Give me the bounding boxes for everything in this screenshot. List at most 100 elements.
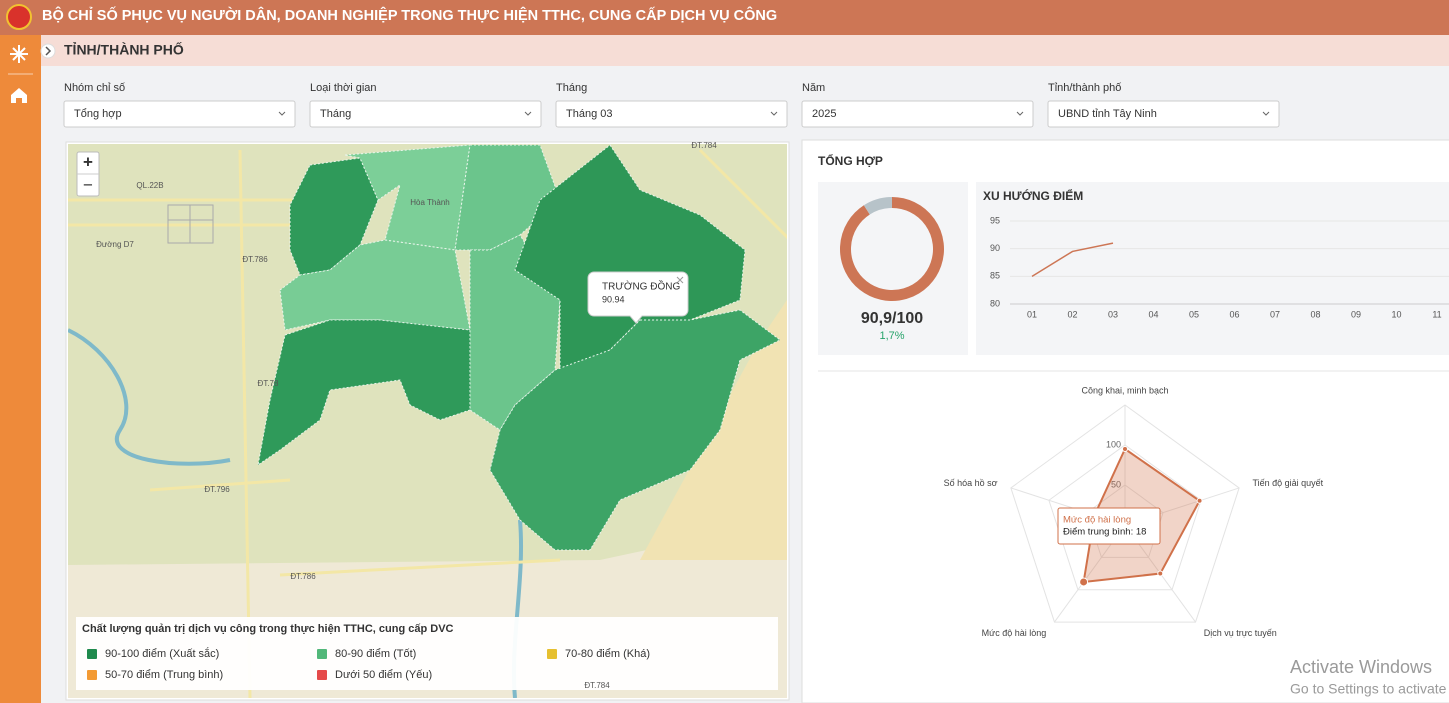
page-title: TỈNH/THÀNH PHỐ	[64, 41, 184, 58]
x-tick-label: 06	[1229, 309, 1239, 319]
watermark-subtitle: Go to Settings to activate Windows.	[1290, 681, 1449, 697]
radar-tick-label: 100	[1106, 439, 1121, 449]
x-tick-label: 11	[1432, 309, 1441, 319]
place-label: QL.22B	[136, 181, 163, 190]
filter-select[interactable]	[63, 100, 296, 128]
x-tick-label: 08	[1310, 309, 1320, 319]
legend-label: 90-100 điểm (Xuất sắc)	[105, 647, 219, 660]
x-tick-label: 02	[1067, 309, 1077, 319]
road-grid	[167, 204, 214, 244]
trend-chart: 80 85 90 95 01 02 03 04 05 06 07 08 09 10 11	[990, 215, 1449, 319]
district[interactable]	[344, 144, 471, 251]
filter-value: Tháng	[320, 108, 351, 120]
radar-ring	[1048, 444, 1202, 591]
sidebar-menu-icon[interactable]	[10, 45, 28, 63]
score-change: 1,7%	[879, 330, 904, 342]
filter-select[interactable]	[1047, 100, 1280, 128]
radar-axis-label: Số hóa hồ sơ	[944, 478, 998, 488]
radar-ring	[1010, 404, 1240, 623]
legend-swatch	[317, 649, 327, 659]
tooltip-box	[587, 271, 689, 324]
score-label: 90,9/100	[861, 310, 923, 327]
y-tick-label: 80	[990, 298, 1000, 308]
x-tick-label: 10	[1391, 309, 1401, 319]
district[interactable]	[279, 239, 471, 331]
filter-label: Loại thời gian	[310, 82, 377, 94]
filter-select[interactable]	[309, 100, 542, 128]
district[interactable]	[257, 319, 471, 467]
place-label: ĐT.78	[258, 379, 279, 388]
radar-point[interactable]	[1157, 570, 1164, 577]
filter-label: Năm	[802, 82, 825, 94]
header-title: BỘ CHỈ SỐ PHỤC VỤ NGƯỜI DÂN, DOANH NGHIỆ…	[42, 6, 777, 24]
zoom-out[interactable]: −	[83, 175, 93, 194]
radar-point[interactable]	[1196, 497, 1203, 504]
dropdown-arrow	[278, 111, 286, 116]
place-label: ĐT.786	[242, 255, 268, 264]
legend-label: 80-90 điểm (Tốt)	[335, 648, 416, 660]
filter-select[interactable]	[555, 100, 788, 128]
place-label: ĐT.796	[204, 485, 230, 494]
filter-value: Tổng hợp	[74, 108, 122, 120]
x-tick-label: 01	[1027, 309, 1037, 319]
y-tick-label: 85	[990, 271, 1000, 281]
legend-swatch	[547, 649, 557, 659]
filter-value: Tháng 03	[566, 108, 612, 120]
legend-swatch	[87, 649, 97, 659]
place-label: ĐT.784	[584, 681, 610, 690]
place-label: Hòa Thành	[410, 198, 449, 207]
trend-line	[1031, 242, 1114, 277]
place-label: ĐT.786	[290, 572, 316, 581]
district[interactable]	[489, 309, 781, 551]
trend-title: XU HƯỚNG ĐIỂM	[983, 188, 1083, 203]
legend-swatch	[317, 670, 327, 680]
dropdown-arrow	[1016, 111, 1024, 116]
sidebar	[0, 35, 41, 703]
donut-segment	[840, 197, 944, 301]
score-card	[818, 182, 968, 355]
radar-axis-label: Mức độ hài lòng	[982, 628, 1047, 638]
x-tick-label: 03	[1108, 309, 1118, 319]
header-bar	[0, 0, 1449, 35]
legend-label: 70-80 điểm (Khá)	[565, 648, 650, 660]
district[interactable]	[514, 144, 746, 381]
map-tooltip: TRƯỜNG ĐỒNG 90.94	[587, 271, 689, 324]
map[interactable]	[68, 144, 790, 698]
radar-tooltip-title: Mức độ hài lòng	[1063, 515, 1131, 526]
toggle-arrow	[45, 46, 52, 56]
x-tick-label: 09	[1351, 309, 1361, 319]
home-icon[interactable]	[11, 88, 27, 103]
radar-tooltip-text: Điểm trung bình: 18	[1063, 527, 1146, 538]
radar-axis-label: Dịch vụ trực tuyến	[1204, 628, 1277, 638]
filter-select[interactable]	[801, 100, 1034, 128]
dropdown-arrow	[770, 111, 778, 116]
zoom-in[interactable]: +	[83, 152, 93, 171]
place-label: ĐT.784	[691, 141, 717, 150]
x-tick-label: 04	[1148, 309, 1158, 319]
emblem	[6, 4, 32, 30]
radar-axis-label: Tiến độ giải quyết	[1252, 478, 1323, 488]
dropdown-arrow	[1262, 111, 1270, 116]
x-tick-label: 05	[1189, 309, 1199, 319]
tooltip-score: 90.94	[602, 294, 625, 304]
tooltip-name: TRƯỜNG ĐỒNG	[602, 280, 680, 293]
y-tick-label: 90	[990, 243, 1000, 253]
legend-title: Chất lượng quản trị dịch vụ công trong t…	[82, 623, 454, 635]
sidebar-toggle[interactable]	[40, 43, 56, 59]
radar-point[interactable]	[1079, 577, 1089, 587]
radar-tooltip	[1057, 507, 1161, 545]
trend-card	[976, 182, 1449, 355]
donut-remainder	[863, 197, 893, 215]
subheader-bar	[41, 35, 1449, 66]
filter-label: Tháng	[556, 82, 587, 94]
filter-label: Tỉnh/thành phố	[1048, 82, 1121, 94]
legend-swatch	[87, 670, 97, 680]
tooltip-close[interactable]	[676, 276, 684, 284]
road	[68, 144, 787, 698]
filter-value: UBND tỉnh Tây Ninh	[1058, 108, 1157, 120]
radar-chart: 50 100 Công khai, minh bạch Tiến độ giải qu…	[944, 385, 1324, 637]
radar-point[interactable]	[1122, 446, 1128, 452]
legend-box	[76, 617, 778, 690]
